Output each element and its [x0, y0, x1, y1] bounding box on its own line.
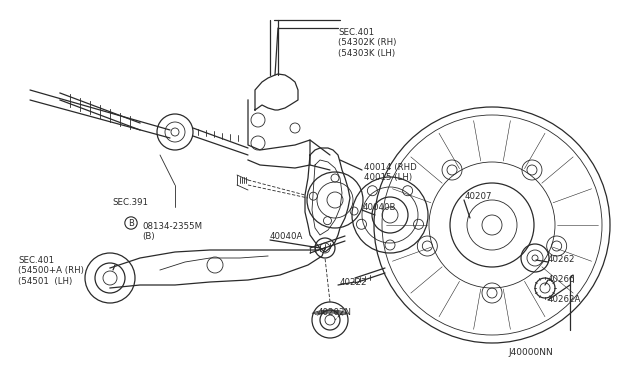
Text: J40000NN: J40000NN	[508, 348, 553, 357]
Text: SEC.401
(54500+A (RH)
(54501  (LH): SEC.401 (54500+A (RH) (54501 (LH)	[18, 256, 84, 286]
Text: B: B	[128, 218, 134, 228]
Text: 40207: 40207	[465, 192, 493, 201]
Text: SEC.391: SEC.391	[112, 198, 148, 207]
Text: 40222: 40222	[340, 278, 367, 287]
Text: 40202N: 40202N	[318, 308, 352, 317]
Text: 40262A: 40262A	[548, 295, 581, 304]
Text: 40266: 40266	[548, 275, 575, 284]
Text: 40040B: 40040B	[363, 203, 397, 212]
Text: SEC.401
(54302K (RH)
(54303K (LH): SEC.401 (54302K (RH) (54303K (LH)	[338, 28, 396, 58]
Text: 40014 (RHD
40015 (LH): 40014 (RHD 40015 (LH)	[364, 163, 417, 182]
Text: 08134-2355M
(B): 08134-2355M (B)	[142, 222, 202, 241]
Text: 40040A: 40040A	[270, 232, 303, 241]
Text: 40262: 40262	[548, 255, 575, 264]
